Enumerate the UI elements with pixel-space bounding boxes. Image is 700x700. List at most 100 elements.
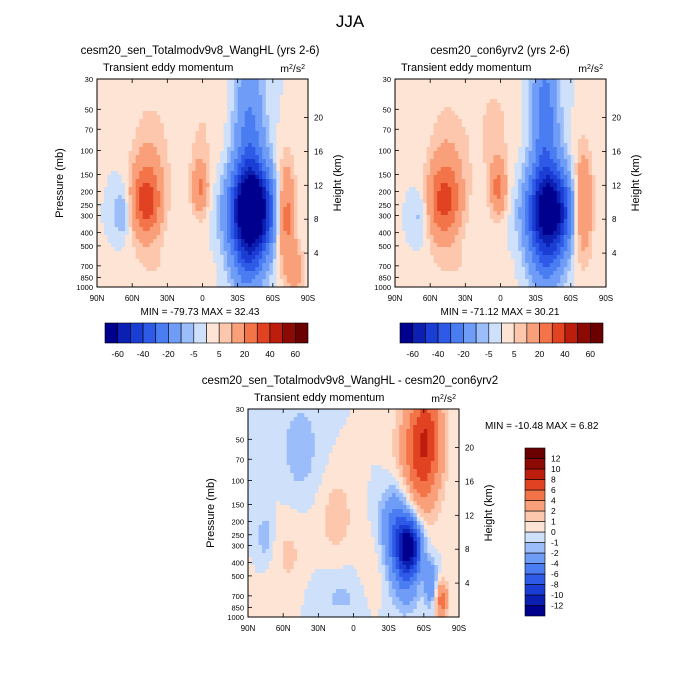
heatmap-cell bbox=[419, 135, 424, 140]
heatmap-cell bbox=[170, 91, 175, 96]
heatmap-cell bbox=[188, 279, 193, 284]
heatmap-cell bbox=[528, 179, 533, 184]
heatmap-cell bbox=[528, 143, 533, 148]
heatmap-cell bbox=[146, 115, 151, 120]
heatmap-cell bbox=[563, 143, 568, 148]
heatmap-cell bbox=[248, 155, 253, 160]
heatmap-cell bbox=[265, 195, 270, 200]
heatmap-cell bbox=[230, 247, 235, 252]
heatmap-cell bbox=[514, 83, 519, 88]
heatmap-cell bbox=[258, 95, 263, 100]
heatmap-cell bbox=[542, 155, 547, 160]
heatmap-cell bbox=[395, 115, 400, 120]
heatmap-cell bbox=[206, 219, 211, 224]
heatmap-cell bbox=[416, 87, 421, 92]
heatmap-cell bbox=[97, 175, 102, 180]
heatmap-cell bbox=[156, 227, 161, 232]
heatmap-cell bbox=[279, 87, 284, 92]
heatmap-cell bbox=[107, 219, 112, 224]
heatmap-cell bbox=[142, 111, 147, 116]
heatmap-cell bbox=[290, 119, 295, 124]
heatmap-cell bbox=[135, 283, 140, 288]
heatmap-cell bbox=[479, 123, 484, 128]
heatmap-cell bbox=[279, 111, 284, 116]
heatmap-cell bbox=[223, 143, 228, 148]
heatmap-cell bbox=[142, 255, 147, 260]
heatmap-cell bbox=[283, 163, 288, 168]
heatmap-cell bbox=[237, 283, 242, 288]
heatmap-cell bbox=[479, 135, 484, 140]
heatmap-cell bbox=[447, 143, 452, 148]
heatmap-cell bbox=[518, 111, 523, 116]
heatmap-cell bbox=[539, 91, 544, 96]
heatmap-cell bbox=[493, 147, 498, 152]
heatmap-cell bbox=[258, 195, 263, 200]
heatmap-cell bbox=[163, 207, 168, 212]
heatmap-cell bbox=[595, 119, 600, 124]
heatmap-cell bbox=[121, 147, 126, 152]
heatmap-cell bbox=[111, 279, 116, 284]
heatmap-cell bbox=[272, 183, 277, 188]
heatmap-cell bbox=[177, 279, 182, 284]
heatmap-cell bbox=[542, 135, 547, 140]
heatmap-cell bbox=[223, 227, 228, 232]
heatmap-cell bbox=[104, 263, 109, 268]
heatmap-cell bbox=[549, 107, 554, 112]
heatmap-cell bbox=[111, 215, 116, 220]
heatmap-cell bbox=[419, 179, 424, 184]
heatmap-cell bbox=[198, 231, 204, 236]
heatmap-cell bbox=[163, 131, 168, 136]
heatmap-cell bbox=[486, 87, 491, 92]
heatmap-cell bbox=[304, 127, 309, 132]
heatmap-cell bbox=[213, 135, 218, 140]
heatmap-cell bbox=[156, 235, 161, 240]
heatmap-cell bbox=[588, 127, 593, 132]
heatmap-cell bbox=[542, 167, 547, 172]
heatmap-cell bbox=[262, 223, 267, 228]
heatmap-cell bbox=[514, 159, 519, 164]
heatmap-cell bbox=[206, 223, 211, 228]
heatmap-cell bbox=[121, 123, 126, 128]
heatmap-cell bbox=[265, 219, 270, 224]
heatmap-cell bbox=[234, 131, 239, 136]
heatmap-cell bbox=[444, 179, 449, 184]
heatmap-cell bbox=[433, 119, 438, 124]
heatmap-cell bbox=[395, 183, 400, 188]
units-label: m2/s2 bbox=[280, 63, 305, 75]
heatmap-cell bbox=[234, 79, 239, 84]
colorbar-swatch bbox=[130, 322, 144, 344]
heatmap-cell bbox=[153, 255, 158, 260]
heatmap-cell bbox=[167, 283, 172, 288]
heatmap-cell bbox=[409, 127, 414, 132]
heatmap-cell bbox=[216, 187, 221, 192]
heatmap-cell bbox=[475, 147, 480, 152]
heatmap-cell bbox=[156, 211, 161, 216]
heatmap-cell bbox=[206, 259, 211, 264]
heatmap-cell bbox=[220, 83, 225, 88]
heatmap-cell bbox=[100, 203, 105, 208]
heatmap-cell bbox=[163, 167, 168, 172]
heatmap-cell bbox=[539, 155, 544, 160]
heatmap-cell bbox=[514, 135, 519, 140]
heatmap-cell bbox=[489, 107, 495, 112]
heatmap-cell bbox=[251, 255, 256, 260]
heatmap-cell bbox=[265, 143, 270, 148]
heatmap-cell bbox=[241, 131, 246, 136]
heatmap-cell bbox=[125, 275, 130, 280]
heatmap-cell bbox=[276, 275, 281, 280]
heatmap-cell bbox=[111, 135, 116, 140]
heatmap-cell bbox=[265, 107, 270, 112]
heatmap-cell bbox=[237, 215, 242, 220]
heatmap-cell bbox=[213, 83, 218, 88]
heatmap-cell bbox=[114, 87, 119, 92]
heatmap-cell bbox=[156, 147, 161, 152]
heatmap-cell bbox=[177, 123, 182, 128]
heatmap-cell bbox=[304, 167, 309, 172]
heatmap-cell bbox=[525, 95, 530, 100]
heatmap-cell bbox=[237, 99, 242, 104]
heatmap-cell bbox=[437, 127, 442, 132]
heatmap-cell bbox=[507, 107, 512, 112]
heatmap-cell bbox=[297, 231, 302, 236]
heatmap-cell bbox=[237, 203, 242, 208]
heatmap-cell bbox=[248, 143, 253, 148]
